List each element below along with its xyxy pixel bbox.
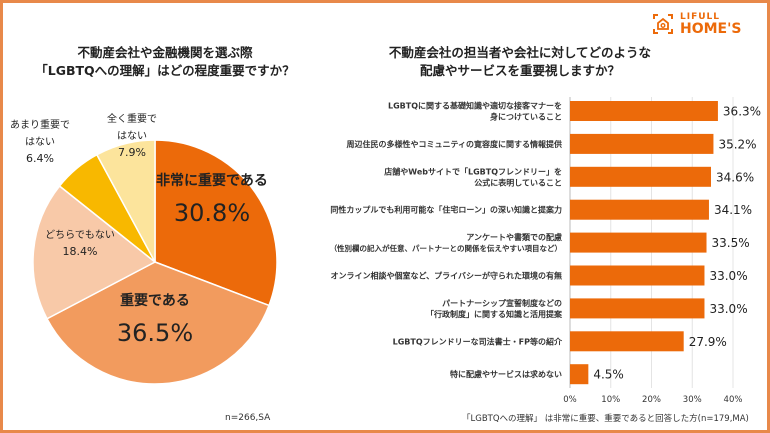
logo-line2: HOME'S (680, 21, 742, 37)
pie-label: 非常に重要である (156, 172, 268, 189)
bar-category-label: 周辺住民の多様性やコミュニティの寛容度に関する情報提供 (346, 139, 562, 149)
bar-title-line2: 配慮やサービスを重要視しますか？ (419, 63, 620, 78)
bar-category-label: 特に配慮やサービスは求めない (450, 369, 562, 379)
bar-value-label: 34.1% (714, 203, 752, 217)
bar-note: 「LGBTQへの理解」 は非常に重要、重要であると回答した方(n=179,MA) (462, 414, 749, 424)
bar-category-label: パートナーシップ宣誓制度などの (442, 298, 562, 308)
bar-category-label: 店舗やWebサイトで「LGBTQフレンドリー」を (384, 166, 562, 176)
pie-label: あまり重要で (10, 118, 70, 131)
bar (570, 364, 589, 385)
bar (570, 232, 707, 253)
bar-category-label: 「行政制度」に関する知識と活用提案 (426, 309, 563, 319)
x-tick-label: 40% (724, 395, 743, 405)
bar-value-label: 33.0% (709, 302, 747, 316)
bar-value-label: 34.6% (716, 170, 754, 184)
bar-category-label: LGBTQフレンドリーな司法書士・FP等の紹介 (393, 336, 563, 346)
pie-label: はない (117, 130, 147, 142)
pie-slice (154, 139, 278, 307)
bar-value-label: 35.2% (718, 137, 756, 151)
bar (570, 101, 718, 121)
bar-category-label: 身につけていること (490, 112, 562, 122)
x-tick-label: 0% (563, 395, 577, 405)
x-tick-label: 20% (642, 395, 661, 405)
bar-category-label: LGBTQに関する基礎知識や適切な接客マナーを (388, 101, 562, 111)
bar-category-label: 同性カップルでも利用可能な「住宅ローン」の深い知識と提案力 (330, 205, 562, 215)
x-tick-label: 10% (601, 395, 620, 405)
logo-line1: LIFULL (680, 12, 721, 22)
bar-value-label: 36.3% (723, 105, 761, 119)
bar-value-label: 27.9% (689, 335, 727, 349)
pie-title: 不動産会社や金融機関を選ぶ際 「LGBTQへの理解」はどの程度重要ですか？ (20, 44, 310, 80)
pie-note: n=266,SA (225, 413, 271, 423)
bar-value-label: 4.5% (593, 368, 624, 382)
pie-title-line2: 「LGBTQへの理解」はどの程度重要ですか？ (35, 63, 295, 78)
house-icon (653, 14, 673, 34)
pie-slice (45, 261, 270, 385)
pie-value-label: 7.9% (118, 146, 146, 159)
bar (570, 331, 684, 352)
bar-value-label: 33.5% (712, 236, 750, 250)
bar-category-label: 公式に表明していること (474, 177, 562, 187)
pie-title-line1: 不動産会社や金融機関を選ぶ際 (77, 45, 253, 60)
lifull-homes-logo: LIFULL HOME'S (652, 12, 741, 36)
pie-value-label: 36.5% (117, 319, 193, 347)
bar (570, 265, 705, 286)
bar-value-label: 33.0% (709, 269, 747, 283)
pie-value-label: 6.4% (26, 152, 54, 165)
bar-title: 不動産会社の担当者や会社に対してどのような 配慮やサービスを重要視しますか？ (330, 44, 710, 80)
pie-label: はない (25, 136, 55, 148)
pie-slice (95, 139, 156, 263)
bar-title-line1: 不動産会社の担当者や会社に対してどのような (388, 45, 652, 60)
bar (570, 298, 705, 319)
bar-category-label: オンライン相談や個室など、プライバシーが守られた環境の有無 (331, 271, 562, 281)
bar (570, 133, 714, 154)
pie-slice (32, 184, 157, 320)
x-tick-label: 30% (683, 395, 702, 405)
pie-label: 全く重要で (107, 112, 157, 125)
pie-label: 重要である (120, 292, 190, 309)
pie-value-label: 18.4% (63, 245, 98, 258)
bar (570, 166, 711, 187)
bar (570, 199, 709, 220)
pie-value-label: 30.8% (174, 199, 250, 227)
pie-label: どちらでもない (45, 229, 115, 241)
bar-category-label: （性別欄の記入が任意、パートナーとの関係を伝えやすい項目など） (330, 243, 562, 253)
bar-category-label: アンケートや書類での配慮 (466, 232, 562, 242)
